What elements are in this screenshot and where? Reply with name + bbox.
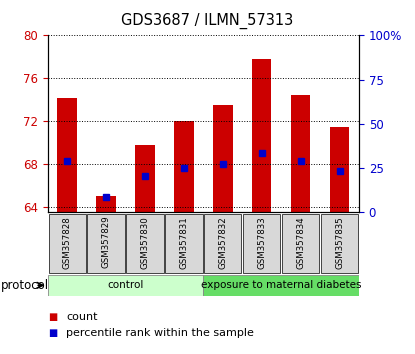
Bar (282, 214, 319, 273)
Bar (135, 145, 155, 212)
Bar (57, 98, 77, 212)
Text: ■: ■ (48, 312, 57, 322)
Bar (330, 127, 349, 212)
Bar (165, 214, 203, 273)
Text: GSM357833: GSM357833 (257, 216, 266, 269)
Bar (243, 214, 281, 273)
Bar (321, 214, 358, 273)
Text: exposure to maternal diabetes: exposure to maternal diabetes (201, 280, 361, 290)
Bar (213, 105, 232, 212)
Bar (291, 96, 310, 212)
Text: GSM357835: GSM357835 (335, 216, 344, 269)
Text: GSM357830: GSM357830 (141, 216, 149, 269)
Text: GSM357829: GSM357829 (102, 216, 110, 268)
Bar (96, 196, 116, 212)
Text: GDS3687 / ILMN_57313: GDS3687 / ILMN_57313 (121, 12, 294, 29)
Bar (204, 214, 242, 273)
Text: GSM357834: GSM357834 (296, 216, 305, 269)
Text: GSM357832: GSM357832 (218, 216, 227, 269)
Bar (49, 214, 86, 273)
Text: percentile rank within the sample: percentile rank within the sample (66, 328, 254, 338)
Text: ■: ■ (48, 328, 57, 338)
Text: count: count (66, 312, 98, 322)
Bar (252, 59, 271, 212)
Bar (126, 214, 164, 273)
Bar (88, 214, 125, 273)
Text: protocol: protocol (1, 279, 49, 292)
Bar (203, 275, 359, 296)
Text: control: control (107, 280, 144, 290)
Bar (48, 275, 203, 296)
Text: GSM357828: GSM357828 (63, 216, 72, 269)
Text: GSM357831: GSM357831 (179, 216, 188, 269)
Bar (174, 121, 194, 212)
